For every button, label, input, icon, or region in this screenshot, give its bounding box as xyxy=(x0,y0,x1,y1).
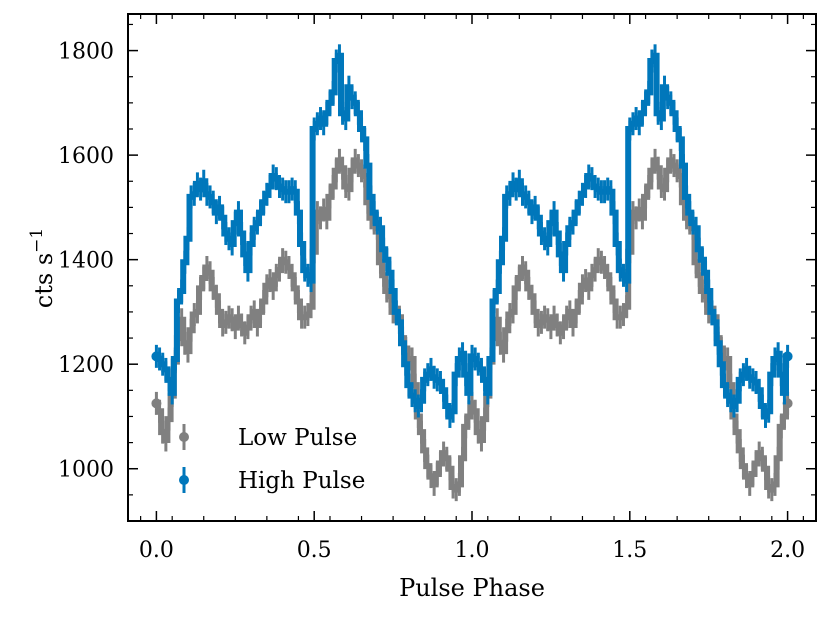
x-axis-title: Pulse Phase xyxy=(399,574,545,602)
x-tick-label: 0.5 xyxy=(297,538,332,563)
x-tick-label: 1.0 xyxy=(455,538,490,563)
legend-label-low-pulse: Low Pulse xyxy=(238,425,357,451)
y-tick-label: 1400 xyxy=(58,249,114,274)
series-layer xyxy=(151,44,793,502)
y-tick-label: 1000 xyxy=(58,458,114,483)
x-tick-label: 2.0 xyxy=(770,538,805,563)
ticks-layer xyxy=(128,14,816,521)
data-point-marker xyxy=(151,398,162,409)
legend: Low Pulse High Pulse xyxy=(179,424,365,494)
x-tick-label: 0.0 xyxy=(139,538,174,563)
data-point-marker xyxy=(151,351,162,362)
data-point-marker xyxy=(782,351,793,362)
x-tick-label: 1.5 xyxy=(612,538,647,563)
y-axis-title-superscript: −1 xyxy=(27,228,47,253)
tick-labels-layer: 0.0 0.5 1.0 1.5 2.0 1000 1200 1400 1600 1800 xyxy=(58,40,805,563)
y-tick-label: 1200 xyxy=(58,353,114,378)
legend-marker-low-pulse xyxy=(179,424,189,450)
plot-frame xyxy=(127,13,817,522)
y-axis-title-main: cts s xyxy=(30,253,58,308)
legend-marker-high-pulse xyxy=(179,467,189,493)
legend-label-high-pulse: High Pulse xyxy=(238,468,365,494)
y-axis-title: cts s−1 xyxy=(27,228,58,308)
y-tick-label: 1800 xyxy=(58,40,114,65)
series-high-pulse xyxy=(151,44,793,428)
y-tick-label: 1600 xyxy=(58,144,114,169)
